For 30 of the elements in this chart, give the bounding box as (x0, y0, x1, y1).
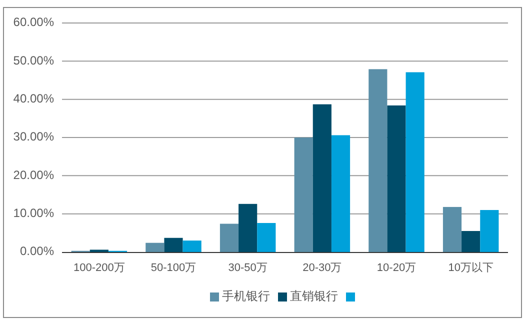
y-tick-label: 50.00% (13, 53, 54, 68)
legend-label: 直销银行 (290, 289, 338, 304)
x-tick-label: 50-100万 (150, 262, 196, 274)
bar (368, 69, 388, 252)
x-tick-label: 10-20万 (376, 262, 416, 274)
y-tick-label: 40.00% (13, 92, 54, 106)
bar (331, 135, 350, 252)
bar (480, 210, 499, 252)
bar (257, 222, 276, 252)
y-tick-label: 10.00% (13, 206, 54, 220)
bar (462, 231, 480, 252)
bar (312, 104, 332, 252)
x-tick-label: 100-200万 (73, 262, 125, 274)
y-tick-label: 30.00% (13, 130, 54, 144)
bar (238, 204, 258, 252)
x-tick-label: 10万以下 (448, 260, 494, 274)
bar (387, 105, 406, 252)
bar (220, 224, 239, 252)
y-tick-label: 60.00% (13, 15, 54, 30)
bar (442, 206, 462, 252)
bar (164, 238, 183, 252)
x-tick-label: 20-30万 (302, 262, 342, 274)
legend-label: 手机银行 (222, 289, 270, 304)
bar (406, 72, 424, 252)
y-tick-label: 20.00% (13, 168, 54, 182)
x-tick-label: 30-50万 (228, 262, 268, 274)
bar (146, 242, 164, 252)
y-tick-label: 0.00% (20, 244, 54, 258)
bar (182, 240, 202, 252)
bar (294, 138, 313, 252)
